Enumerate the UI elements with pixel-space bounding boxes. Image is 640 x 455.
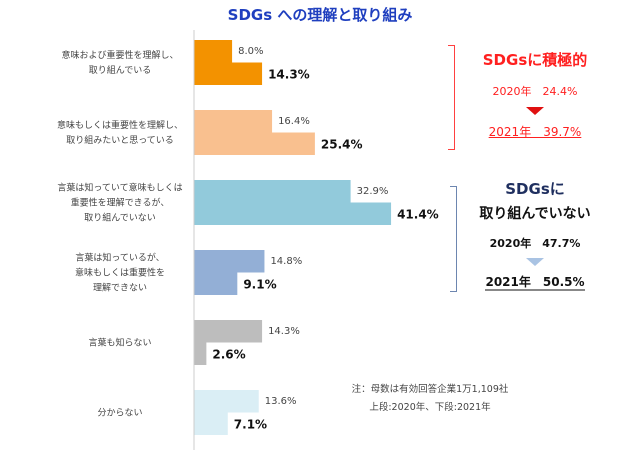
category-label: 理解できない: [93, 282, 147, 294]
category-label: 言葉は知っていて意味もしくは: [57, 182, 182, 194]
value-label-2020: 14.3%: [268, 326, 300, 337]
inactive-2021-text: 2021年 50.5%: [485, 275, 585, 291]
value-label-2021: 41.4%: [397, 208, 439, 222]
active-2021: 2021年 39.7%: [455, 123, 615, 140]
value-label-2020: 13.6%: [265, 396, 297, 407]
bar-2021: [194, 272, 238, 295]
value-label-2021: 14.3%: [268, 68, 310, 82]
category-label: 分からない: [97, 408, 142, 419]
down-arrow-icon: [526, 107, 544, 115]
bar-2021: [194, 132, 315, 155]
value-label-2021: 25.4%: [321, 138, 363, 152]
category-label: 言葉は知っているが、: [75, 252, 164, 264]
category-label: 意味もしくは重要性を理解し、: [57, 119, 183, 131]
category-label: 取り組んでいる: [89, 64, 152, 76]
category-label: 取り組んでいない: [84, 212, 156, 224]
note-line-2: 上段:2020年、下段:2021年: [369, 402, 491, 413]
bar-2020: [194, 180, 351, 203]
inactive-heading-1: SDGsに: [505, 180, 565, 198]
inactive-2021: 2021年 50.5%: [455, 273, 615, 291]
value-label-2021: 7.1%: [234, 418, 267, 432]
category-label: 意味および重要性を理解し、: [61, 49, 178, 61]
bracket-inactive: [450, 186, 457, 292]
value-label-2020: 14.8%: [270, 256, 302, 267]
active-heading: SDGsに積極的: [482, 51, 588, 69]
bar-2020: [194, 110, 273, 133]
value-label-2020: 16.4%: [278, 116, 310, 127]
value-label-2020: 8.0%: [238, 46, 263, 57]
active-2021-text: 2021年 39.7%: [488, 125, 582, 139]
bar-2021: [194, 412, 228, 435]
inactive-2020: 2020年 47.7%: [489, 237, 581, 250]
category-label: 意味もしくは重要性を: [75, 267, 165, 279]
value-label-2021: 9.1%: [243, 278, 276, 292]
bracket-active: [448, 45, 455, 150]
category-label: 重要性を理解できるが、: [71, 197, 170, 209]
bar-2020: [194, 40, 233, 63]
bar-2021: [194, 342, 207, 365]
category-label: 取り組みたいと思っている: [66, 134, 174, 146]
category-label: 言葉も知らない: [88, 337, 151, 349]
bar-2021: [194, 202, 392, 225]
value-label-2021: 2.6%: [212, 348, 245, 362]
note-line-1: 注：母数は有効回答企業1万1,109社: [351, 384, 509, 395]
chart-title: SDGs への理解と取り組み: [227, 6, 413, 24]
inactive-heading-2: 取り組んでいない: [479, 206, 591, 222]
bar-2021: [194, 62, 263, 85]
bar-2020: [194, 320, 263, 343]
active-2020: 2020年 24.4%: [492, 85, 578, 98]
down-arrow-icon: [526, 258, 544, 266]
bar-2020: [194, 390, 259, 413]
value-label-2020: 32.9%: [357, 186, 389, 197]
bar-2020: [194, 250, 265, 273]
